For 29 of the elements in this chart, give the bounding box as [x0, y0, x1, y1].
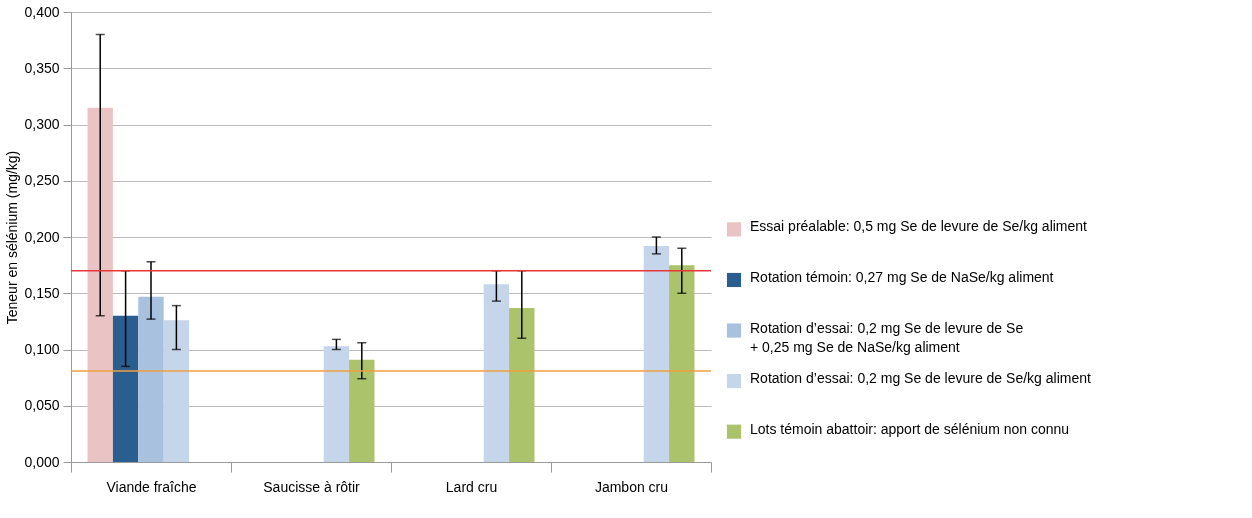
y-tick-label: 0,400 [24, 3, 60, 20]
bar [483, 284, 510, 462]
y-tick-label: 0,000 [24, 453, 60, 470]
bar [138, 296, 164, 462]
y-tick-label: 0,200 [24, 228, 60, 245]
x-tick-label: Jambon cru [594, 478, 669, 495]
legend-label: Essai préalable: 0,5 mg Se de levure de Se/kg aliment [750, 218, 1088, 235]
y-tick-label: 0,050 [24, 397, 60, 414]
x-tick-label: Saucisse à rôtir [263, 478, 361, 495]
bar [112, 315, 139, 462]
x-tick-label: Lard cru [445, 478, 498, 495]
bar [323, 346, 350, 462]
legend-label: Rotation témoin: 0,27 mg Se de NaSe/kg aliment [750, 268, 1054, 285]
bar [643, 246, 670, 462]
bar [163, 320, 190, 462]
legend-label: Rotation d’essai: 0,2 mg Se de levure de Se + 0,25 mg Se de NaSe/kg aliment [750, 319, 1024, 355]
y-tick-label: 0,250 [24, 172, 60, 189]
x-tick-label: Viande fraîche [106, 478, 197, 495]
legend-label: Lots témoin abattoir: apport de sélénium non connu [750, 420, 1070, 437]
bar [669, 265, 695, 462]
y-tick-label: 0,150 [24, 284, 60, 301]
legend-label: Rotation d’essai: 0,2 mg Se de levure de Se/kg aliment [750, 370, 1091, 387]
bar [509, 307, 535, 462]
y-tick-label: 0,300 [24, 116, 60, 132]
y-tick-label: 0,350 [24, 59, 60, 76]
bar [349, 359, 375, 462]
bar [87, 107, 113, 462]
y-tick-label: 0,100 [24, 341, 60, 357]
y-axis-title: Teneur en sélénium (mg/kg) [4, 150, 21, 325]
